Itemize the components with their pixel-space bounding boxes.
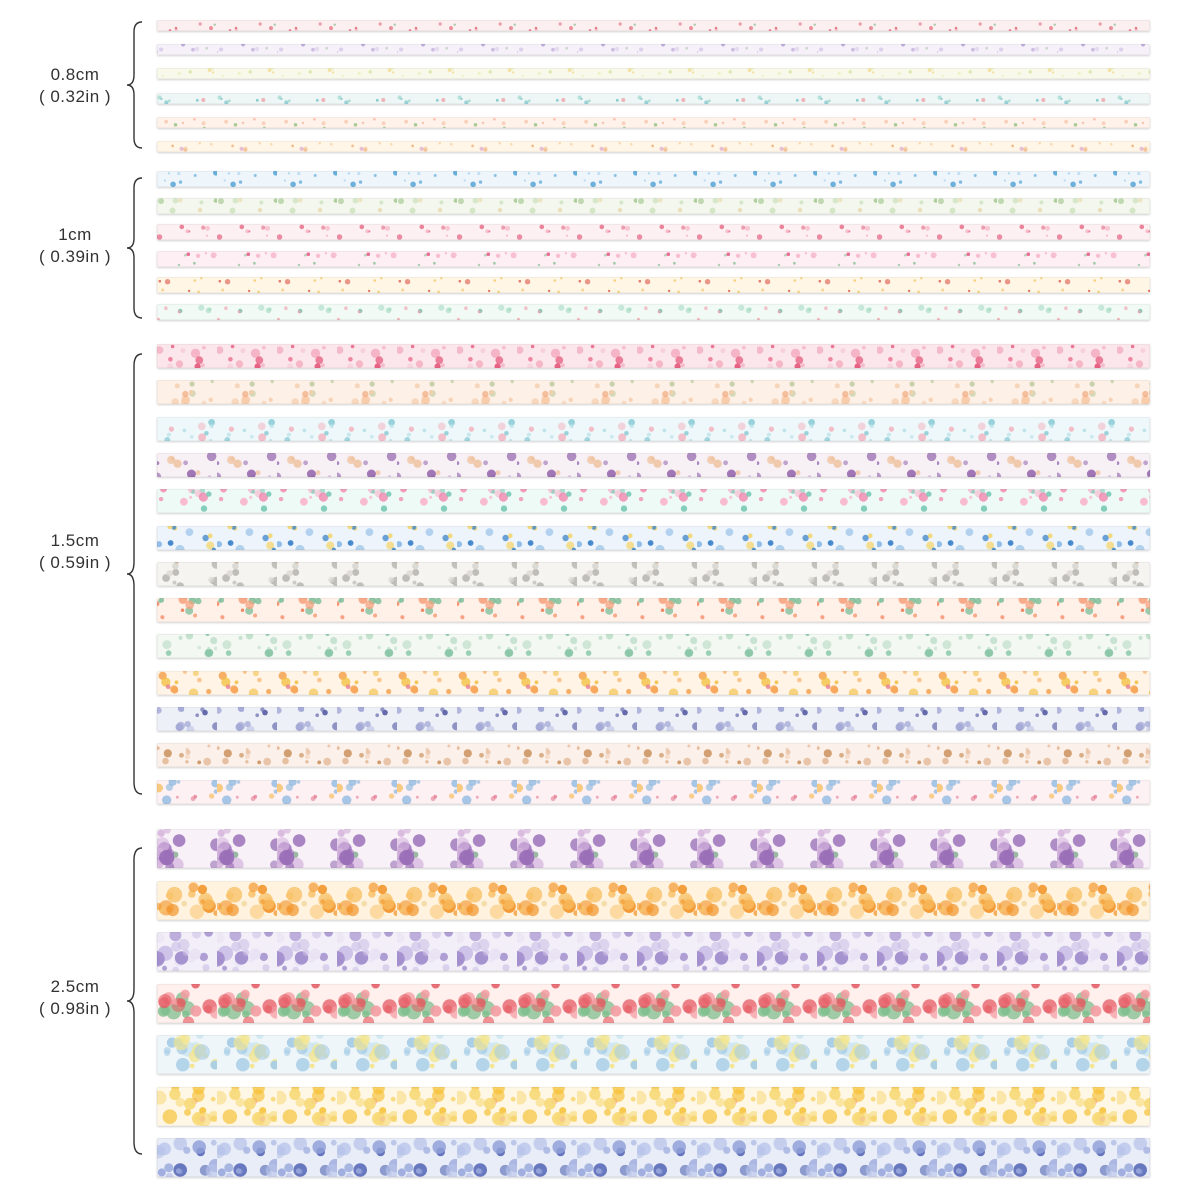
washi-tape-strip [157, 251, 1150, 267]
washi-tape-strip [157, 93, 1150, 104]
width-label: 0.8cm ( 0.32in ) [20, 64, 130, 108]
washi-tape-strip [157, 68, 1150, 79]
washi-tape-strip [157, 598, 1150, 622]
washi-tape-strip [157, 344, 1150, 368]
washi-tape-strip [157, 44, 1150, 55]
cm-label: 1.5cm [50, 531, 100, 550]
washi-tape-strip [157, 526, 1150, 550]
washi-tape-strip [157, 224, 1150, 240]
washi-tape-strip [157, 198, 1150, 214]
washi-tape-strip [157, 304, 1150, 320]
washi-tape-strip [157, 380, 1150, 404]
washi-tape-strip [157, 1035, 1150, 1074]
washi-tape-strip [157, 984, 1150, 1023]
washi-tape-strip [157, 141, 1150, 152]
inch-label: ( 0.59in ) [38, 553, 112, 572]
washi-tape-strip [157, 117, 1150, 128]
washi-tape-strip [157, 562, 1150, 586]
inch-label: ( 0.98in ) [38, 999, 112, 1018]
cm-label: 1cm [58, 225, 92, 244]
washi-tape-strip [157, 671, 1150, 695]
washi-tape-strip [157, 1138, 1150, 1177]
washi-tape-strip [157, 417, 1150, 441]
brace-icon [126, 353, 143, 795]
washi-tape-strip [157, 1087, 1150, 1126]
washi-tape-strip [157, 171, 1150, 187]
washi-tape-strip [157, 780, 1150, 804]
width-label: 1cm ( 0.39in ) [20, 224, 130, 268]
washi-tape-strip [157, 489, 1150, 513]
washi-tape-strip [157, 20, 1150, 31]
washi-tape-strip [157, 634, 1150, 658]
washi-tape-strip [157, 932, 1150, 971]
washi-tape-strip [157, 743, 1150, 767]
brace-icon [126, 847, 143, 1155]
inch-label: ( 0.32in ) [38, 87, 112, 106]
inch-label: ( 0.39in ) [38, 247, 112, 266]
width-label: 1.5cm ( 0.59in ) [20, 530, 130, 574]
washi-tape-strip [157, 881, 1150, 920]
cm-label: 2.5cm [50, 977, 100, 996]
washi-tape-strip [157, 707, 1150, 731]
cm-label: 0.8cm [50, 65, 100, 84]
brace-icon [126, 177, 143, 319]
washi-tape-strip [157, 829, 1150, 868]
washi-tape-strip [157, 277, 1150, 293]
brace-icon [126, 21, 143, 149]
width-label: 2.5cm ( 0.98in ) [20, 976, 130, 1020]
washi-tape-strip [157, 453, 1150, 477]
